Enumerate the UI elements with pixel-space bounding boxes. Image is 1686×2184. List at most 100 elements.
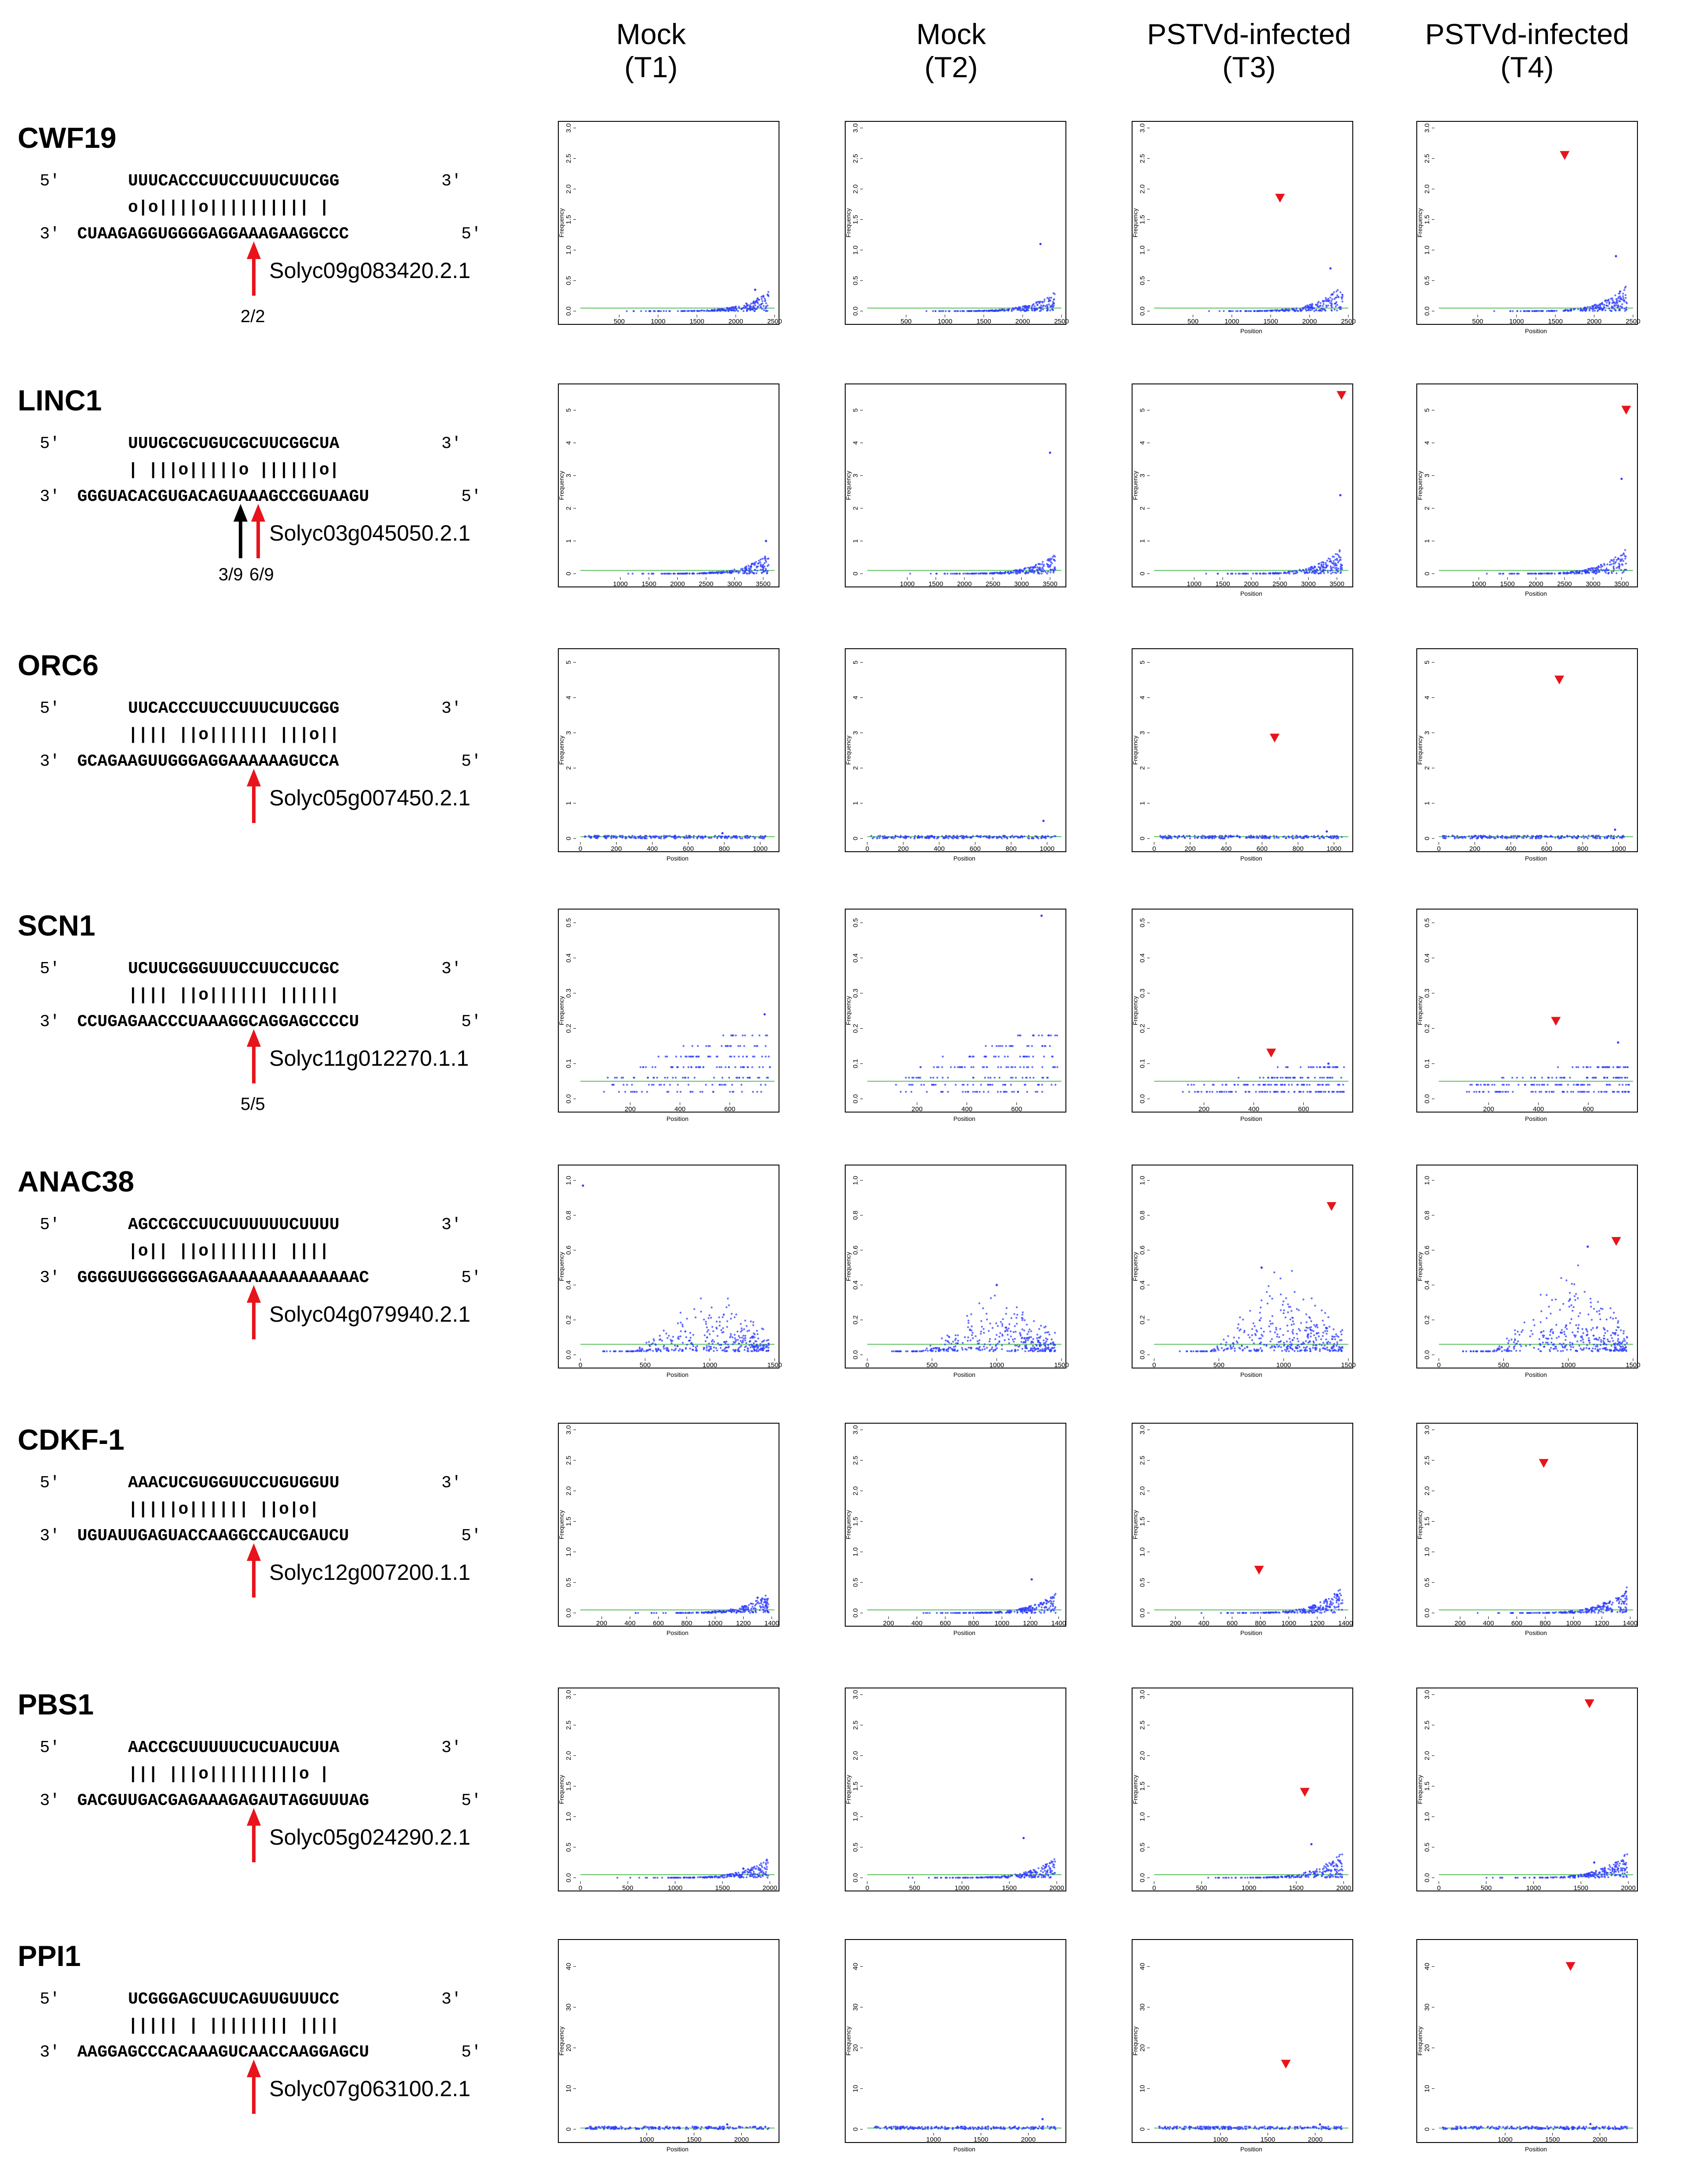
data-point [1541,1076,1543,1079]
data-point [974,1090,976,1093]
data-point [1047,571,1050,573]
data-point [700,837,702,839]
data-point [1488,835,1491,837]
y-tick-label: 2 [1139,507,1146,510]
data-point [1541,1083,1543,1086]
data-point [1611,571,1613,573]
data-point [737,310,739,312]
data-point [891,1350,893,1353]
data-point [1280,1293,1282,1296]
data-point [1312,1340,1315,1342]
data-point [1331,569,1333,571]
data-point [997,1090,999,1093]
data-point [1291,570,1293,573]
data-point [1046,1331,1048,1334]
x-tick-label: 1500 [1500,580,1515,588]
data-point [1227,572,1229,575]
y-tick-label: 0.5 [565,918,572,928]
data-point [735,570,738,572]
data-point [756,1330,758,1332]
data-point [999,1332,1001,1334]
data-point [661,1339,663,1342]
x-tick-label: 800 [1005,845,1016,853]
data-point [1319,568,1321,571]
data-point [1611,297,1614,300]
data-point [926,1090,928,1093]
data-point [1024,1350,1027,1353]
data-point [1045,1346,1047,1349]
y-tick-label: 0.0 [852,1094,859,1104]
x-tick-label: 0 [866,1361,869,1369]
data-point [647,1083,650,1086]
data-point [686,1343,688,1346]
data-point [1026,1323,1028,1326]
data-point [671,1339,674,1342]
data-point [1182,835,1185,837]
data-point [1020,569,1023,571]
data-point [727,835,730,838]
data-point [942,1348,945,1351]
y-tick-label: 2 [852,507,859,510]
data-point [1005,1090,1008,1093]
data-point [663,1348,665,1350]
data-point [757,302,759,304]
data-point [639,837,642,839]
data-point [1208,835,1211,837]
gene-name: SCN1 [18,909,95,942]
data-point [1545,1090,1548,1093]
data-point [759,837,761,839]
data-point [1580,1090,1583,1093]
data-point [1583,308,1586,311]
data-point [1528,310,1531,312]
column-subtitle: (T1) [625,51,678,83]
data-point [1288,572,1291,575]
data-point [1259,1076,1261,1079]
data-point [1054,1350,1056,1353]
y-axis-label: Frequency [1132,736,1139,765]
data-point [948,310,950,312]
data-point [711,571,714,573]
data-point [1614,305,1616,307]
data-point [1540,1090,1543,1093]
data-point [1626,302,1628,304]
data-point [618,1090,620,1093]
data-point [726,1320,729,1323]
data-point [1261,1334,1263,1336]
data-point [1207,837,1210,839]
data-point [699,1090,702,1093]
data-point [1276,837,1278,839]
sirna-3prime: 3' [441,959,462,978]
data-point [978,835,981,838]
data-point [1614,294,1617,297]
data-point [1314,1346,1317,1349]
data-point [1325,1333,1328,1335]
data-point [930,572,932,575]
target-gene-id: Solyc04g079940.2.1 [269,1302,470,1327]
data-point [751,1344,753,1346]
data-point [1330,300,1332,302]
data-point [1037,568,1039,571]
x-axis-label: Position [1525,590,1547,597]
y-tick-label: 4 [1139,696,1146,699]
y-tick-label: 3 [1139,474,1146,477]
y-tick-label: 2 [1139,766,1146,770]
data-point [1276,572,1279,574]
data-point [998,1340,1001,1342]
data-point [1041,1066,1043,1068]
data-point [1314,836,1317,838]
data-point [1496,1090,1498,1093]
data-point [708,1317,710,1319]
data-point [718,1316,720,1319]
data-point [693,1308,696,1310]
data-point [751,1350,753,1352]
data-point [1623,308,1626,310]
data-point [660,572,662,575]
data-point [633,1076,636,1079]
data-point [1261,835,1264,837]
data-point [1613,835,1615,837]
x-tick-label: 0 [579,845,582,853]
x-tick-label: 0 [579,1361,582,1369]
x-tick-label: 3000 [1301,580,1316,588]
